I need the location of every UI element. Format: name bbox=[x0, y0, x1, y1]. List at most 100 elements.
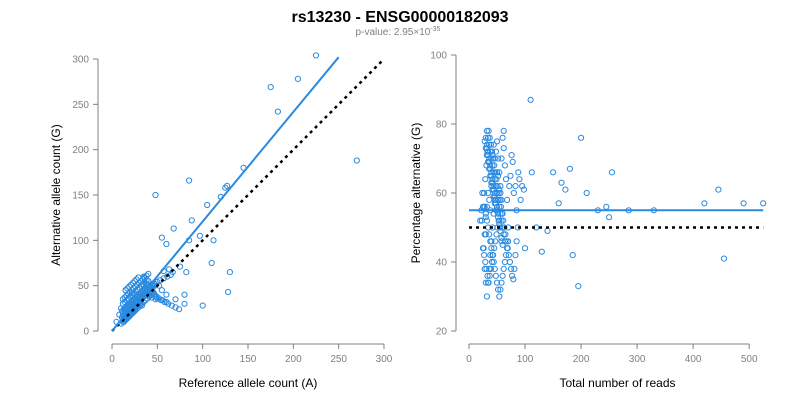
data-point bbox=[482, 145, 489, 152]
data-point bbox=[491, 200, 498, 207]
data-point bbox=[507, 172, 514, 179]
y-tick-label: 40 bbox=[436, 258, 448, 269]
data-point bbox=[131, 278, 138, 285]
y-axis: 20 40 60 80 100 bbox=[430, 51, 457, 338]
data-point bbox=[497, 286, 504, 293]
data-point bbox=[486, 196, 493, 203]
data-point bbox=[505, 252, 512, 259]
x-axis: 0 50 100 150 200 250 300 bbox=[109, 343, 393, 365]
data-point bbox=[510, 276, 517, 283]
data-point bbox=[512, 252, 519, 259]
data-point bbox=[720, 255, 728, 262]
x-tick-label: 300 bbox=[376, 354, 393, 365]
data-point bbox=[482, 258, 489, 266]
data-point bbox=[555, 200, 562, 207]
data-point bbox=[485, 127, 492, 134]
data-point bbox=[497, 227, 504, 234]
data-point bbox=[498, 155, 505, 162]
data-point bbox=[488, 245, 495, 252]
data-point bbox=[186, 177, 193, 184]
y-tick-label: 60 bbox=[436, 189, 448, 200]
data-point bbox=[124, 302, 131, 309]
y-tick-label: 80 bbox=[436, 120, 448, 131]
data-point bbox=[490, 252, 497, 259]
data-point bbox=[538, 248, 545, 255]
data-point bbox=[483, 293, 490, 300]
data-point bbox=[485, 189, 492, 197]
data-point bbox=[498, 279, 505, 286]
data-point bbox=[126, 283, 133, 290]
data-point bbox=[500, 145, 507, 152]
data-point bbox=[490, 193, 497, 200]
data-point bbox=[267, 84, 274, 91]
data-point bbox=[500, 265, 507, 272]
left-scatter-panel: 0 50 100 150 200 250 300 Reference allele count… bbox=[49, 52, 393, 390]
x-tick-label: 150 bbox=[240, 354, 257, 365]
data-point bbox=[510, 189, 517, 197]
data-point bbox=[505, 238, 512, 245]
data-point bbox=[129, 297, 136, 304]
data-point bbox=[511, 265, 518, 272]
data-point bbox=[500, 217, 507, 224]
data-point bbox=[495, 214, 502, 221]
pvalue-exponent: -35 bbox=[430, 26, 440, 33]
data-point bbox=[499, 272, 506, 279]
x-tick-label: 500 bbox=[741, 354, 758, 365]
data-point bbox=[520, 186, 528, 193]
data-point bbox=[608, 169, 616, 176]
data-point bbox=[506, 258, 513, 266]
data-point bbox=[353, 157, 360, 164]
data-point bbox=[486, 272, 493, 279]
y-tick-label: 200 bbox=[72, 145, 89, 156]
data-point bbox=[145, 270, 152, 277]
y-axis-label: Alternative allele count (G) bbox=[49, 124, 63, 265]
data-point bbox=[126, 300, 133, 307]
data-point bbox=[210, 237, 217, 244]
data-point bbox=[165, 300, 172, 307]
data-point bbox=[222, 184, 229, 191]
data-point bbox=[172, 296, 179, 303]
data-point bbox=[485, 158, 492, 165]
data-point bbox=[491, 162, 498, 169]
data-point bbox=[507, 265, 515, 272]
data-point bbox=[500, 127, 507, 134]
data-point bbox=[163, 298, 170, 306]
x-tick-label: 0 bbox=[466, 354, 472, 365]
data-point bbox=[127, 298, 135, 306]
data-point bbox=[121, 294, 128, 301]
data-point bbox=[519, 183, 526, 190]
data-point bbox=[488, 179, 495, 186]
data-point bbox=[493, 138, 501, 145]
data-point bbox=[482, 214, 489, 221]
data-point bbox=[527, 96, 534, 103]
data-point bbox=[274, 108, 281, 115]
data-point bbox=[482, 210, 489, 217]
data-point bbox=[127, 281, 135, 288]
fit-line bbox=[111, 56, 340, 332]
data-point bbox=[150, 291, 157, 298]
right-scatter-panel: 0 100 200 300 400 500 Total number of reads 20 4… bbox=[409, 51, 767, 390]
data-point bbox=[566, 165, 574, 172]
x-tick-label: 300 bbox=[629, 354, 646, 365]
y-tick-label: 100 bbox=[72, 236, 89, 247]
data-point bbox=[496, 217, 503, 224]
data-point bbox=[516, 176, 523, 183]
data-point bbox=[490, 258, 497, 266]
data-point bbox=[496, 196, 503, 203]
data-point bbox=[176, 306, 183, 313]
data-point bbox=[501, 162, 508, 169]
data-point bbox=[181, 291, 188, 298]
data-point bbox=[481, 265, 488, 272]
pvalue-prefix: p-value: 2.95×10 bbox=[356, 27, 431, 38]
data-point bbox=[481, 252, 488, 259]
data-point bbox=[312, 52, 320, 59]
data-point bbox=[491, 245, 498, 252]
data-point bbox=[483, 265, 490, 272]
data-point bbox=[583, 189, 590, 197]
data-point bbox=[479, 245, 487, 252]
data-point bbox=[156, 295, 163, 302]
data-point bbox=[484, 272, 491, 279]
data-point bbox=[479, 189, 486, 197]
data-point bbox=[603, 203, 610, 210]
data-point bbox=[486, 165, 493, 172]
